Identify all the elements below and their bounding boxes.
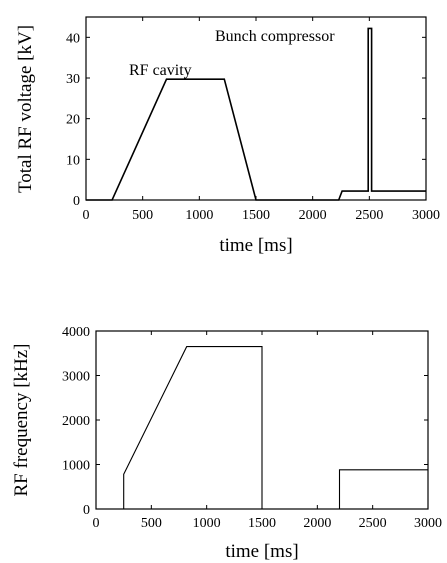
x-axis-label-voltage: time [ms] <box>219 235 292 256</box>
y-tick-label: 3000 <box>62 370 90 385</box>
x-tick-label: 0 <box>93 516 100 531</box>
x-tick-label: 1000 <box>193 516 221 531</box>
x-tick-label: 3000 <box>414 516 442 531</box>
annotation-bunch-compressor: Bunch compressor <box>215 28 335 45</box>
x-tick-label: 2500 <box>355 208 383 223</box>
y-tick-label: 1000 <box>62 459 90 474</box>
x-tick-label: 2000 <box>299 208 327 223</box>
y-tick-label: 20 <box>66 113 80 128</box>
x-tick-label: 3000 <box>412 208 440 223</box>
y-tick-label: 10 <box>66 153 80 168</box>
chart-voltage: 0 500 1000 1500 2000 2500 3000 0 10 20 30 40 RF cav… <box>15 16 440 256</box>
series-voltage <box>86 27 426 201</box>
series-frequency <box>96 346 428 510</box>
chart-frequency: 0 500 1000 1500 2000 2500 3000 0 1000 2000 3000 400… <box>11 325 442 562</box>
y-tick-label: 40 <box>66 31 80 46</box>
x-tick-label: 0 <box>83 208 90 223</box>
y-tick-label: 0 <box>73 194 80 209</box>
x-tick-label: 500 <box>132 208 153 223</box>
y-tick-label: 4000 <box>62 325 90 340</box>
annotation-rf-cavity: RF cavity <box>129 62 192 79</box>
x-tick-label: 2500 <box>359 516 387 531</box>
y-tick-label: 30 <box>66 72 80 87</box>
x-tick-label: 1000 <box>185 208 213 223</box>
y-axis-label-voltage: Total RF voltage [kV] <box>15 25 36 193</box>
y-tick-label: 0 <box>83 503 90 518</box>
ticks-frequency: 0 500 1000 1500 2000 2500 3000 0 1000 2000 3000 400… <box>62 325 442 531</box>
ticks-voltage: 0 500 1000 1500 2000 2500 3000 0 10 20 30 40 <box>66 17 440 223</box>
series-line <box>96 346 428 510</box>
y-tick-label: 2000 <box>62 414 90 429</box>
x-tick-label: 1500 <box>242 208 270 223</box>
y-axis-label-frequency: RF frequency [kHz] <box>11 343 32 496</box>
series-line <box>86 27 426 201</box>
x-axis-label-frequency: time [ms] <box>225 541 298 562</box>
x-tick-label: 2000 <box>303 516 331 531</box>
x-tick-label: 1500 <box>248 516 276 531</box>
x-tick-label: 500 <box>141 516 162 531</box>
